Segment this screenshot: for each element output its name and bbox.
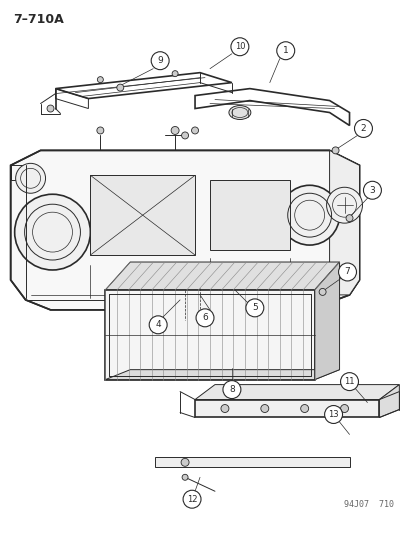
Circle shape bbox=[345, 215, 352, 222]
Circle shape bbox=[363, 181, 380, 199]
Text: 1: 1 bbox=[282, 46, 288, 55]
Polygon shape bbox=[209, 180, 289, 250]
Circle shape bbox=[97, 127, 104, 134]
Circle shape bbox=[354, 119, 372, 138]
Circle shape bbox=[171, 126, 179, 134]
Circle shape bbox=[300, 405, 308, 413]
Polygon shape bbox=[195, 385, 399, 400]
Polygon shape bbox=[90, 175, 195, 255]
Polygon shape bbox=[155, 457, 349, 467]
Polygon shape bbox=[105, 370, 339, 379]
Text: 8: 8 bbox=[228, 385, 234, 394]
Text: 10: 10 bbox=[234, 42, 244, 51]
Text: 4: 4 bbox=[155, 320, 161, 329]
Circle shape bbox=[260, 405, 268, 413]
Circle shape bbox=[14, 194, 90, 270]
Text: 2: 2 bbox=[360, 124, 366, 133]
Circle shape bbox=[149, 316, 167, 334]
Circle shape bbox=[16, 163, 45, 193]
Text: 13: 13 bbox=[328, 410, 338, 419]
Text: 12: 12 bbox=[186, 495, 197, 504]
Circle shape bbox=[116, 84, 123, 91]
Polygon shape bbox=[195, 400, 378, 417]
Circle shape bbox=[230, 38, 248, 56]
Circle shape bbox=[183, 490, 201, 508]
Text: 5: 5 bbox=[252, 303, 257, 312]
Circle shape bbox=[331, 147, 338, 154]
Text: 6: 6 bbox=[202, 313, 207, 322]
Text: 94J07  710: 94J07 710 bbox=[344, 500, 394, 509]
Circle shape bbox=[326, 187, 362, 223]
Circle shape bbox=[245, 299, 263, 317]
Text: 3: 3 bbox=[369, 186, 375, 195]
Circle shape bbox=[191, 127, 198, 134]
Text: 7: 7 bbox=[344, 268, 349, 277]
Circle shape bbox=[97, 77, 103, 83]
Polygon shape bbox=[329, 150, 358, 295]
Circle shape bbox=[172, 71, 178, 77]
Polygon shape bbox=[105, 290, 314, 379]
Ellipse shape bbox=[228, 106, 250, 119]
Circle shape bbox=[47, 105, 54, 112]
Circle shape bbox=[324, 406, 342, 424]
Circle shape bbox=[182, 474, 188, 480]
Polygon shape bbox=[314, 262, 339, 379]
Circle shape bbox=[196, 309, 214, 327]
Circle shape bbox=[221, 405, 228, 413]
Circle shape bbox=[338, 263, 356, 281]
Circle shape bbox=[340, 373, 358, 391]
Text: 9: 9 bbox=[157, 56, 163, 65]
Polygon shape bbox=[378, 385, 399, 417]
Circle shape bbox=[181, 132, 188, 139]
Circle shape bbox=[340, 405, 348, 413]
Circle shape bbox=[223, 381, 240, 399]
Text: 11: 11 bbox=[344, 377, 354, 386]
Text: 7–710A: 7–710A bbox=[13, 13, 63, 26]
Circle shape bbox=[151, 52, 169, 70]
Circle shape bbox=[180, 458, 189, 466]
Circle shape bbox=[279, 185, 339, 245]
Circle shape bbox=[318, 288, 325, 295]
Polygon shape bbox=[105, 262, 339, 290]
Circle shape bbox=[276, 42, 294, 60]
Polygon shape bbox=[11, 150, 358, 310]
